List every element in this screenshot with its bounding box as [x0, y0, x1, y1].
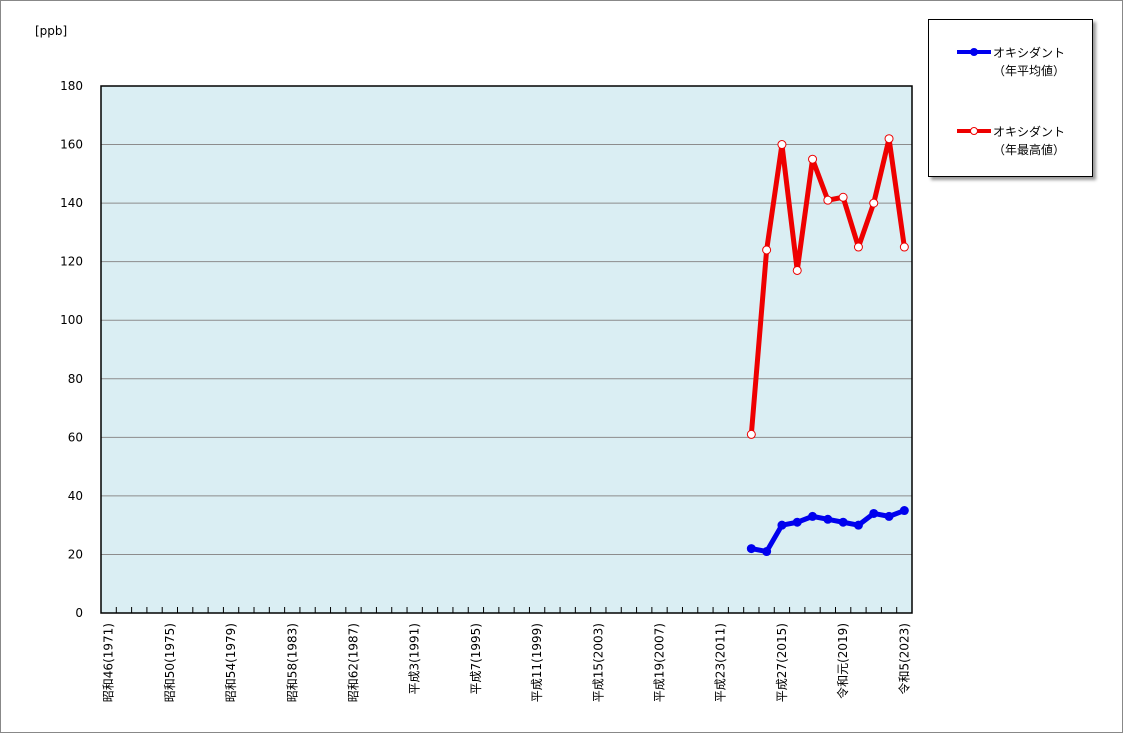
legend-marker	[970, 48, 978, 56]
data-point	[762, 245, 772, 255]
x-tick-label: 昭和62(1987)	[346, 623, 360, 702]
data-point	[808, 511, 818, 521]
legend: オキシダント （年平均値） オキシダント （年最高値）	[928, 19, 1093, 177]
x-tick-label: 平成3(1991)	[408, 623, 422, 695]
legend-marker	[970, 127, 978, 135]
y-tick-label: 100	[60, 313, 83, 327]
data-point	[869, 198, 879, 208]
x-tick-label: 平成19(2007)	[653, 623, 667, 702]
data-point	[823, 195, 833, 205]
data-point	[838, 517, 848, 527]
x-tick-label: 令和5(2023)	[896, 623, 911, 695]
x-tick-label: 平成23(2011)	[714, 623, 728, 702]
data-point	[853, 520, 863, 530]
data-point	[792, 517, 802, 527]
y-tick-label: 160	[60, 138, 83, 152]
data-point	[899, 506, 909, 516]
x-tick-label: 平成11(1999)	[530, 623, 544, 702]
y-tick-label: 120	[60, 255, 83, 269]
data-point	[838, 192, 848, 202]
data-point	[853, 242, 863, 252]
data-point	[777, 520, 787, 530]
x-tick-label: 平成15(2003)	[591, 623, 605, 702]
plot-area	[101, 86, 912, 613]
x-tick-label: 令和元(2019)	[835, 623, 850, 699]
y-tick-label: 140	[60, 196, 83, 210]
y-tick-label: 20	[68, 547, 83, 561]
data-point	[884, 511, 894, 521]
data-point	[777, 140, 787, 150]
data-point	[808, 154, 818, 164]
y-tick-label: 40	[68, 489, 83, 503]
legend-label: オキシダント （年平均値）	[993, 46, 1066, 78]
data-point	[884, 134, 894, 144]
data-point	[792, 265, 802, 275]
data-point	[869, 508, 879, 518]
x-tick-label: 昭和50(1975)	[163, 623, 177, 702]
y-tick-label: 60	[68, 430, 83, 444]
x-tick-label: 昭和54(1979)	[224, 623, 238, 702]
data-point	[746, 429, 756, 439]
data-point	[746, 544, 756, 554]
y-tick-label: 0	[75, 606, 83, 620]
data-point	[762, 547, 772, 557]
x-tick-label: 平成7(1995)	[469, 623, 483, 695]
y-tick-label: 180	[60, 79, 83, 93]
x-tick-label: 昭和58(1983)	[285, 623, 299, 702]
data-point	[823, 514, 833, 524]
y-axis-label: [ppb]	[35, 24, 67, 38]
x-tick-label: 平成27(2015)	[775, 623, 789, 702]
plot-border	[100, 85, 913, 614]
data-point	[899, 242, 909, 252]
y-tick-label: 80	[68, 372, 83, 386]
x-tick-label: 昭和46(1971)	[102, 623, 116, 702]
legend-label: オキシダント （年最高値）	[993, 125, 1066, 157]
